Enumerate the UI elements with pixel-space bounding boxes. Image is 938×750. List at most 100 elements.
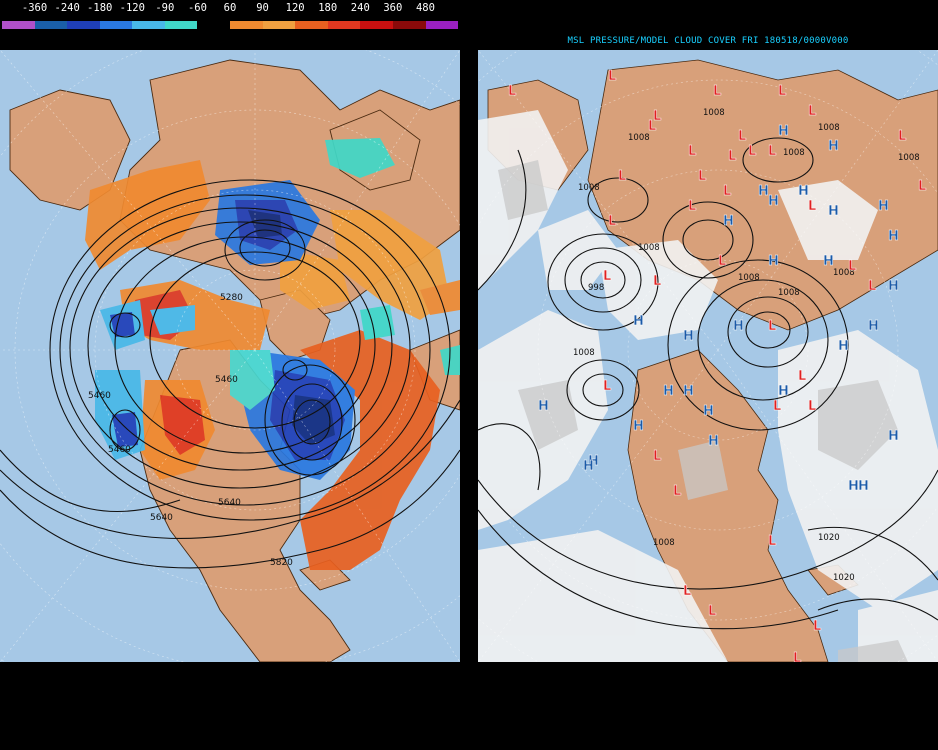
- isobar-label: 1020: [818, 533, 840, 543]
- low-pressure-marker: L: [808, 399, 816, 414]
- colorbar-swatch: [327, 21, 361, 29]
- high-pressure-marker: H: [663, 384, 674, 399]
- colorbar-swatch: [295, 21, 328, 29]
- isobar-label: 1008: [578, 183, 600, 193]
- colorbar-swatch: [34, 21, 68, 29]
- colorbar-swatch: [360, 21, 393, 29]
- isobar-label: 1008: [653, 538, 675, 548]
- low-pressure-marker: L: [688, 199, 696, 214]
- isobar-label: 1008: [628, 133, 650, 143]
- high-pressure-marker: H: [538, 399, 549, 414]
- colorbar-swatch: [132, 21, 165, 29]
- colorbar-tick-label: -240: [54, 2, 80, 14]
- isobar-label: 1008: [738, 273, 760, 283]
- isobar-label: 1020: [833, 573, 855, 583]
- low-pressure-marker: L: [653, 449, 661, 464]
- low-pressure-marker: L: [653, 109, 661, 124]
- contour-label: 5820: [270, 558, 293, 568]
- colorbar-tick-label: -180: [87, 2, 113, 14]
- low-pressure-marker: L: [898, 129, 906, 144]
- high-pressure-marker: H: [708, 434, 719, 449]
- low-pressure-marker: L: [718, 254, 726, 269]
- colorbar-swatch: [197, 21, 231, 29]
- high-pressure-marker: H: [798, 184, 809, 199]
- colorbar-tick-label: 480: [415, 2, 435, 14]
- low-pressure-marker: L: [813, 619, 821, 634]
- colorbar-tick-label: -360: [21, 2, 48, 14]
- low-pressure-marker: L: [723, 184, 731, 199]
- colorbar-swatch: [392, 21, 426, 29]
- high-pressure-marker: H: [583, 459, 594, 474]
- high-pressure-marker: H: [888, 429, 899, 444]
- low-pressure-marker: L: [793, 651, 801, 662]
- low-pressure-marker: L: [918, 179, 926, 194]
- high-pressure-marker: H: [633, 419, 644, 434]
- high-pressure-marker: H: [838, 339, 849, 354]
- contour-label: 5460: [108, 445, 131, 455]
- panel-divider: [460, 0, 478, 750]
- low-pressure-marker: L: [768, 319, 776, 334]
- low-pressure-marker: L: [708, 604, 716, 619]
- isobar-label: 998: [588, 283, 604, 293]
- low-pressure-marker: L: [608, 69, 616, 84]
- high-pressure-marker: H: [828, 204, 839, 219]
- colorbar-tick-label: 180: [318, 2, 338, 14]
- contour-label: 5640: [218, 498, 241, 508]
- colorbar-tick-label: -90: [155, 2, 175, 14]
- isobar-label: 1008: [638, 243, 660, 253]
- low-pressure-marker: L: [778, 84, 786, 99]
- isobar-label: 1008: [778, 288, 800, 298]
- high-pressure-marker: H: [888, 229, 899, 244]
- low-pressure-marker: L: [508, 84, 516, 99]
- colorbar-tick-label: 240: [350, 2, 370, 14]
- isobar-label: 1008: [898, 153, 920, 163]
- high-pressure-marker: H: [703, 404, 714, 419]
- colorbar-tick-label: -60: [187, 2, 207, 14]
- high-pressure-marker: H: [858, 479, 869, 494]
- colorbar-labels: -360 -240 -180 -120 -90 -60 60 90 120 180 240 360 48…: [0, 2, 460, 16]
- high-pressure-marker: H: [588, 454, 599, 469]
- low-pressure-marker: L: [653, 274, 661, 289]
- high-pressure-marker: H: [888, 279, 899, 294]
- map-title: MSL PRESSURE/MODEL CLOUD COVER FRI 18051…: [567, 36, 849, 46]
- height-anomaly-panel: -360 -240 -180 -120 -90 -60 60 90 120 180 240 360 48…: [0, 0, 460, 750]
- low-pressure-marker: L: [768, 534, 776, 549]
- pressure-map: 1008 1008 1008 1008 1008 1008 1008 1008 1008 1008…: [478, 50, 938, 662]
- contour-label: 5460: [215, 375, 238, 385]
- high-pressure-marker: H: [778, 384, 789, 399]
- isobar-label: 1008: [818, 123, 840, 133]
- colorbar-swatch: [230, 21, 263, 29]
- pressure-map-graphic: 1008 1008 1008 1008 1008 1008 1008 1008 1008 1008…: [478, 50, 938, 662]
- colorbar-swatch: [2, 21, 35, 29]
- msl-pressure-panel: MSL PRESSURE/MODEL CLOUD COVER FRI 18051…: [478, 0, 938, 750]
- low-pressure-marker: L: [768, 144, 776, 159]
- high-pressure-marker: H: [828, 139, 839, 154]
- colorbar-tick-label: 360: [383, 2, 403, 14]
- low-pressure-marker: L: [798, 369, 806, 384]
- low-pressure-marker: L: [688, 144, 696, 159]
- high-pressure-marker: H: [723, 214, 734, 229]
- low-pressure-marker: L: [748, 144, 756, 159]
- low-pressure-marker: L: [603, 269, 611, 284]
- colorbar-tick-label: -120: [119, 2, 145, 14]
- colorbar-swatch: [164, 21, 198, 29]
- low-pressure-marker: L: [728, 149, 736, 164]
- low-pressure-marker: L: [868, 279, 876, 294]
- low-pressure-marker: L: [608, 214, 616, 229]
- high-pressure-marker: H: [848, 479, 859, 494]
- isobar-label: 1008: [783, 148, 805, 158]
- anomaly-colorbar: -360 -240 -180 -120 -90 -60 60 90 120 180 240 360 48…: [0, 0, 460, 32]
- colorbar-tick-label: 90: [256, 2, 269, 14]
- low-pressure-marker: L: [698, 169, 706, 184]
- low-pressure-marker: L: [713, 84, 721, 99]
- low-pressure-marker: L: [648, 119, 656, 134]
- high-pressure-marker: H: [633, 314, 644, 329]
- high-pressure-marker: H: [733, 319, 744, 334]
- colorbar-tick-label: 120: [285, 2, 305, 14]
- high-pressure-marker: H: [823, 254, 834, 269]
- high-pressure-marker: H: [778, 124, 789, 139]
- low-pressure-marker: L: [808, 199, 816, 214]
- colorbar-swatches: [2, 21, 459, 29]
- isobar-label: 1008: [703, 108, 725, 118]
